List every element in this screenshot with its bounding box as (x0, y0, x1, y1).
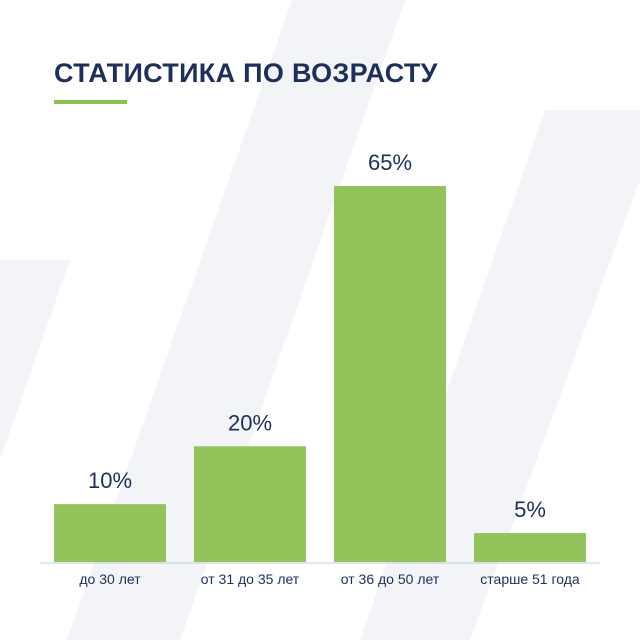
category-label-3: от 36 до 50 лет (341, 571, 440, 587)
bar-3 (334, 186, 446, 562)
bar-4 (474, 533, 586, 562)
page-title: СТАТИСТИКА ПО ВОЗРАСТУ (54, 58, 438, 88)
bar-1 (54, 504, 166, 562)
background-stripe-3 (0, 260, 70, 460)
category-label-4: старше 51 года (480, 571, 580, 587)
bars-group: 10% до 30 лет 20% от 31 до 35 лет 65% от 36 д… (54, 150, 586, 587)
bar-value-label-4: 5% (514, 497, 546, 522)
bar-value-label-3: 65% (368, 150, 412, 175)
bar-value-label-2: 20% (228, 410, 272, 435)
bar-value-label-1: 10% (88, 468, 132, 493)
category-label-2: от 31 до 35 лет (201, 571, 300, 587)
bar-2 (194, 446, 306, 562)
title-underline (54, 100, 127, 104)
background-stripe-1 (67, 0, 405, 640)
category-label-1: до 30 лет (79, 571, 141, 587)
